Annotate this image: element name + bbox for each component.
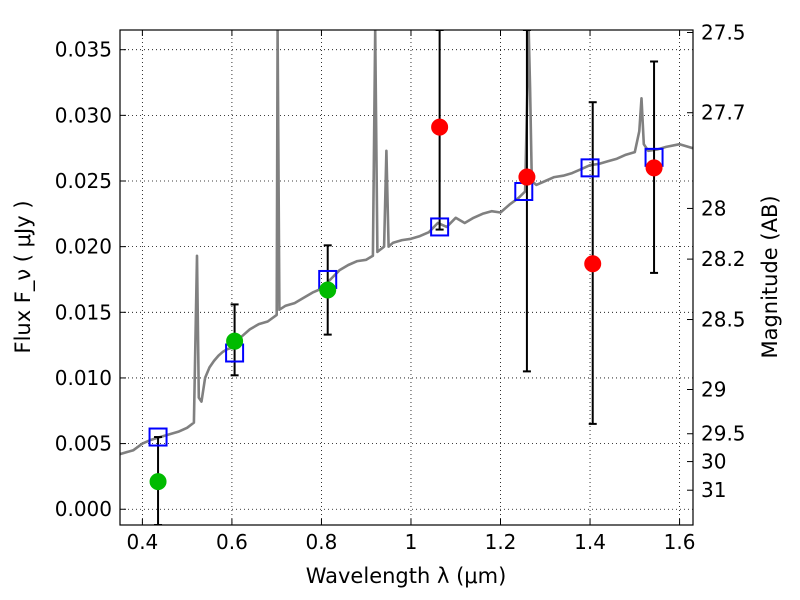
model-square-marker (430, 217, 450, 237)
axes-ticks: 0.4 0.6 0.8 1 1.2 1.4 1.6 0.000 0.005 0.010 0.015 0… (55, 20, 746, 554)
x-axis-label: Wavelength λ (μm) (306, 564, 507, 588)
y2-tick-label: 29 (701, 377, 726, 401)
y2-tick-label: 28 (701, 196, 726, 220)
non-detection-point (645, 159, 663, 177)
x-tick-label: 1.4 (574, 530, 606, 554)
y2-tick-label: 28.5 (701, 308, 746, 332)
x-tick-label: 1 (405, 530, 418, 554)
y-tick-label: 0.010 (55, 366, 112, 390)
spectrum-line (120, 30, 693, 456)
y2-tick-label: 31 (701, 478, 726, 502)
y-tick-label: 0.000 (55, 497, 112, 521)
y2-tick-label: 27.5 (701, 20, 746, 44)
y2-tick-label: 30 (701, 450, 726, 474)
y-tick-label: 0.005 (55, 432, 112, 456)
y-tick-label: 0.015 (55, 300, 112, 324)
plot-frame (119, 29, 694, 526)
detection-point (226, 332, 244, 350)
non-detection-point (584, 255, 602, 273)
grid (120, 30, 693, 525)
y-tick-label: 0.030 (55, 103, 112, 127)
plot-area (120, 30, 693, 525)
y2-tick-label: 27.7 (701, 101, 746, 125)
model-square-marker (148, 427, 168, 447)
y2-tick-label: 29.5 (701, 422, 746, 446)
non-detection-point (518, 168, 536, 186)
non-detection-point (431, 118, 449, 136)
detection-point (149, 473, 167, 491)
y-tick-label: 0.020 (55, 235, 112, 259)
y-tick-label: 0.025 (55, 169, 112, 193)
x-tick-label: 1.2 (485, 530, 517, 554)
y-tick-label: 0.035 (55, 38, 112, 62)
model-square-marker (580, 158, 600, 178)
y-axis-label: Flux F_ν ( μJy ) (11, 200, 36, 353)
y2-tick-label: 28.2 (701, 247, 746, 271)
x-tick-label: 1.6 (664, 530, 696, 554)
x-tick-label: 0.8 (306, 530, 338, 554)
x-tick-label: 0.6 (216, 530, 248, 554)
x-tick-label: 0.4 (126, 530, 158, 554)
detection-point (319, 281, 337, 299)
y2-axis-label: Magnitude (AB) (758, 195, 782, 358)
